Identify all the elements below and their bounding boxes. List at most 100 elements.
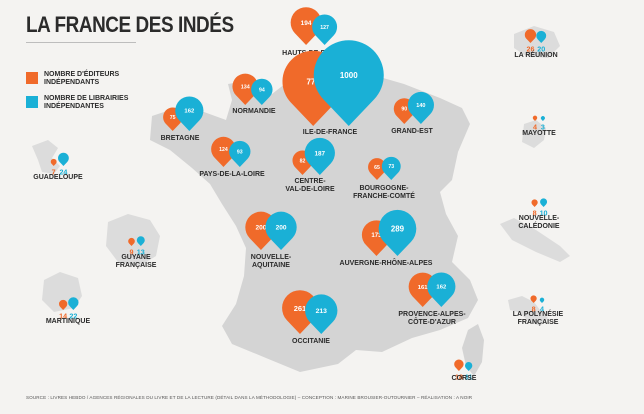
value-librairies-normandie: 94 [259, 87, 265, 93]
value-editeurs-hauts-de-france: 194 [301, 20, 312, 27]
region-label-la-polynesie-francaise: LA POLYNÉSIE FRANÇAISE [513, 309, 564, 326]
pin-librairies-mayotte [540, 116, 545, 121]
region-label-bourgogne-franche-comte: BOURGOGNE-FRANCHE-COMTÉ [353, 185, 415, 200]
value-librairies-hauts-de-france: 127 [320, 25, 329, 31]
region-label-nouvelle-caledonie: NOUVELLE-CALÉDONIE [518, 215, 560, 230]
value-editeurs-bretagne: 75 [170, 115, 176, 121]
pin-editeurs-guadeloupe [50, 158, 57, 166]
value-editeurs-guadeloupe: 7 [52, 168, 56, 177]
mayotte-island [522, 120, 546, 148]
pin-librairies-grand-est [407, 91, 434, 124]
value-librairies-bretagne: 162 [184, 109, 195, 115]
map-title: LA FRANCE DES INDÉS [26, 12, 234, 37]
value-editeurs-corse: 18 [455, 373, 463, 382]
pin-librairies-centre-val-de-loire [304, 137, 335, 175]
mainland-france [150, 52, 478, 372]
corsica-island [462, 324, 484, 376]
value-librairies-occitanie: 213 [316, 308, 328, 315]
value-editeurs-guyane-francaise: 9 [130, 248, 134, 257]
legend-swatch-editeurs [26, 72, 38, 84]
value-librairies-centre-val-de-loire: 187 [315, 150, 326, 157]
value-editeurs-auvergne-rhone-alpes: 173 [371, 232, 382, 239]
region-label-auvergne-rhone-alpes: AUVERGNE-RHÔNE-ALPES [340, 258, 433, 267]
pin-layer: 194127HAUTS-DE-FRANCE13494NORMANDIE77010… [33, 7, 564, 382]
legend-swatch-librairies [26, 96, 38, 108]
region-label-mayotte: MAYOTTE [522, 130, 556, 137]
pin-librairies-bretagne [175, 96, 204, 131]
value-editeurs-centre-val-de-loire: 82 [300, 158, 306, 164]
pin-librairies-la-reunion [536, 30, 547, 43]
value-librairies-ile-de-france: 1000 [340, 71, 358, 80]
pin-librairies-martinique [68, 297, 79, 310]
pin-editeurs-nouvelle-caledonie [531, 199, 538, 207]
pin-librairies-nouvelle-aquitaine [265, 211, 297, 250]
value-editeurs-pays-de-la-loire: 124 [219, 147, 228, 153]
value-librairies-corse: 11 [465, 373, 473, 382]
pin-librairies-corse [464, 362, 473, 371]
guadeloupe-island [32, 140, 60, 174]
region-label-occitanie: OCCITANIE [292, 338, 330, 345]
value-librairies-guadeloupe: 24 [59, 168, 67, 177]
value-librairies-auvergne-rhone-alpes: 289 [391, 225, 405, 234]
value-librairies-mayotte: 3 [541, 123, 545, 132]
region-label-nouvelle-aquitaine: NOUVELLE-AQUITAINE [251, 254, 292, 269]
pin-librairies-ile-de-france [313, 40, 384, 126]
value-librairies-guyane-francaise: 13 [137, 248, 145, 257]
pin-librairies-hauts-de-france [312, 14, 338, 45]
pin-editeurs-pays-de-la-loire [211, 136, 236, 167]
pin-editeurs-mayotte [532, 115, 538, 121]
region-label-martinique: MARTINIQUE [46, 318, 91, 325]
value-editeurs-bourgogne-franche-comte: 65 [374, 165, 380, 171]
value-editeurs-martinique: 14 [59, 312, 67, 321]
region-label-guyane-francaise: GUYANE FRANÇAISE [116, 254, 157, 269]
region-label-bretagne: BRETAGNE [161, 135, 200, 142]
pin-librairies-provence-alpes-cote-d-azur [427, 272, 456, 307]
region-label-provence-alpes-cote-d-azur: PROVENCE-ALPES-CÔTE-D'AZUR [398, 311, 466, 326]
pin-librairies-normandie [251, 78, 273, 105]
region-label-grand-est: GRAND-EST [391, 128, 433, 135]
value-editeurs-occitanie: 261 [294, 304, 307, 313]
region-label-pays-de-la-loire: PAYS-DE-LA-LOIRE [199, 171, 265, 178]
title-divider [26, 42, 136, 43]
pin-editeurs-martinique [58, 299, 68, 310]
value-librairies-provence-alpes-cote-d-azur: 162 [436, 285, 447, 291]
region-label-normandie: NORMANDIE [232, 108, 275, 115]
value-editeurs-nouvelle-aquitaine: 200 [255, 225, 266, 232]
region-label-centre-val-de-loire: CENTRE-VAL-DE-LOIRE [285, 178, 335, 193]
region-label-ile-de-france: ILE-DE-FRANCE [303, 129, 358, 136]
value-editeurs-mayotte: 4 [533, 123, 537, 132]
source-credits: SOURCE : LIVRES HEBDO / AGENCES RÉGIONAL… [26, 395, 473, 400]
legend-label-editeurs: NOMBRE D'ÉDITEURS INDÉPENDANTS [44, 71, 120, 86]
value-librairies-grand-est: 140 [416, 103, 425, 109]
pin-librairies-occitanie [305, 294, 338, 334]
value-librairies-nouvelle-aquitaine: 200 [276, 225, 287, 232]
pin-editeurs-corse [454, 359, 464, 371]
value-editeurs-ile-de-france: 770 [306, 77, 320, 86]
polynesie-island [508, 296, 548, 326]
value-librairies-pays-de-la-loire: 93 [237, 149, 243, 155]
value-librairies-bourgogne-franche-comte: 73 [388, 164, 394, 170]
pin-editeurs-hauts-de-france [290, 7, 322, 45]
caledonie-island [500, 218, 570, 262]
pin-editeurs-normandie [232, 73, 259, 105]
pin-librairies-pays-de-la-loire [229, 140, 251, 167]
pin-librairies-la-polynesie-francaise [539, 297, 545, 303]
value-librairies-la-polynesie-francaise: 4 [540, 305, 544, 314]
pin-librairies-guyane-francaise [136, 236, 145, 246]
pin-librairies-bourgogne-franche-comte [381, 156, 401, 180]
pin-librairies-nouvelle-caledonie [540, 198, 548, 207]
value-editeurs-grand-est: 90 [401, 107, 407, 113]
value-editeurs-nouvelle-caledonie: 8 [533, 209, 537, 218]
value-librairies-martinique: 22 [69, 312, 77, 321]
value-librairies-la-reunion: 20 [537, 45, 545, 54]
pin-editeurs-la-polynesie-francaise [530, 295, 537, 303]
pin-librairies-guadeloupe [58, 152, 69, 166]
region-label-la-reunion: LA RÉUNION [514, 50, 557, 59]
value-editeurs-la-polynesie-francaise: 8 [532, 305, 536, 314]
value-librairies-nouvelle-caledonie: 10 [540, 209, 548, 218]
region-label-corse: CORSE [452, 375, 477, 382]
value-editeurs-normandie: 134 [241, 84, 250, 90]
legend-label-librairies: NOMBRE DE LIBRAIRIES INDÉPENDANTES [44, 95, 129, 110]
